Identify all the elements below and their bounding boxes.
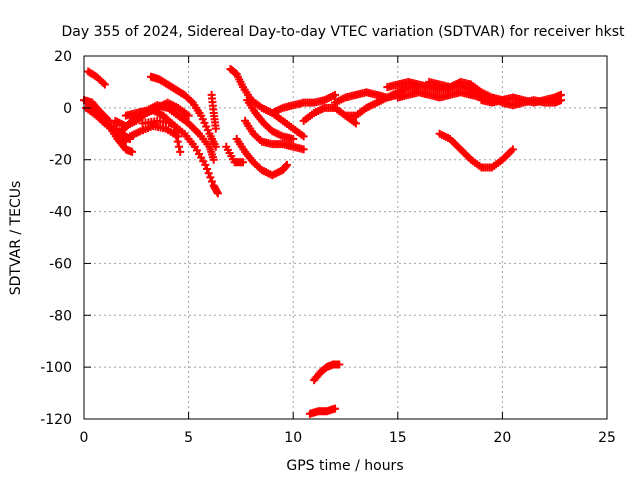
axis-ticks: -120 -100 -80 -60 -40 -20 0 20 0 5 10 15 20 25 (40, 49, 616, 446)
data-point (203, 165, 212, 174)
series-arc-d (84, 67, 109, 89)
x-axis-label: GPS time / hours (286, 458, 403, 474)
data-point (209, 155, 218, 164)
y-tick-label: -60 (49, 256, 72, 272)
series-arc-p (222, 142, 247, 167)
y-tick-label: -120 (40, 412, 72, 428)
series-arc-ab (435, 129, 517, 172)
data-point (331, 90, 340, 99)
data-point (128, 147, 137, 156)
x-tick-label: 15 (389, 430, 407, 446)
series-arc-i (138, 116, 222, 198)
series-arc-h (146, 72, 220, 151)
data-point (299, 132, 308, 141)
data-point (351, 119, 360, 128)
x-tick-label: 25 (598, 430, 616, 446)
data-point (331, 404, 340, 413)
data-point (335, 360, 344, 369)
grid-layer (84, 56, 607, 419)
data-point (556, 96, 565, 105)
series-arc-n (243, 96, 298, 143)
data-point (211, 142, 220, 151)
data-point (174, 132, 183, 141)
data-point (208, 177, 217, 186)
series-arc-aa (487, 93, 565, 110)
data-point (282, 160, 291, 169)
data-point (299, 145, 308, 154)
data-point (176, 147, 185, 156)
series-arc-o (232, 134, 291, 180)
data-point (213, 189, 222, 198)
y-tick-label: 20 (54, 49, 72, 65)
series-arc-g (121, 101, 218, 164)
x-tick-label: 10 (284, 430, 302, 446)
data-point (184, 111, 193, 120)
series-arc-u (310, 360, 344, 385)
series-arc-m (241, 116, 308, 154)
data-points (80, 64, 565, 418)
series-arc-j (126, 122, 183, 141)
data-point (204, 169, 213, 178)
x-tick-label: 0 (80, 430, 89, 446)
data-point (508, 145, 517, 154)
y-tick-label: -40 (49, 205, 72, 221)
data-point (211, 124, 220, 133)
series-arc-r (299, 103, 360, 128)
series-arc-v (305, 404, 340, 418)
x-tick-label: 5 (184, 430, 193, 446)
plot-frame (83, 55, 608, 420)
data-point (201, 160, 210, 169)
y-tick-label: -20 (49, 153, 72, 169)
series-arc-q (268, 90, 340, 118)
y-tick-label: -100 (40, 360, 72, 376)
chart-title: Day 355 of 2024, Sidereal Day-to-day VTE… (62, 24, 625, 40)
data-point (100, 80, 109, 89)
data-point (206, 173, 215, 182)
y-tick-label: -80 (49, 308, 72, 324)
series-arc-k (207, 90, 220, 133)
data-point (238, 158, 247, 167)
x-tick-label: 20 (493, 430, 511, 446)
series-arc-l (226, 64, 308, 141)
data-point (289, 134, 298, 143)
y-tick-label: 0 (63, 101, 72, 117)
y-axis-label: SDTVAR / TECUs (8, 181, 24, 296)
data-point (174, 142, 183, 151)
